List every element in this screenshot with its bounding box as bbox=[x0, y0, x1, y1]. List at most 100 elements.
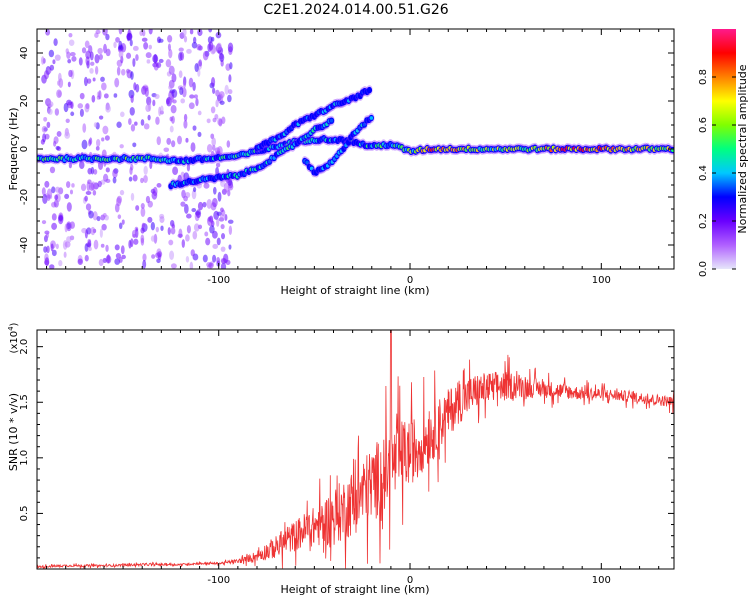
noise-blob bbox=[211, 137, 216, 147]
noise-blob bbox=[128, 118, 132, 126]
noise-blob bbox=[221, 258, 228, 264]
snr-frame bbox=[36, 329, 675, 570]
noise-blob bbox=[116, 195, 123, 204]
noise-blob bbox=[69, 189, 73, 195]
noise-blob bbox=[227, 89, 233, 95]
y-tick-label: 1.5 bbox=[19, 394, 30, 410]
noise-blob bbox=[210, 106, 216, 114]
noise-blob bbox=[77, 258, 83, 265]
noise-blob bbox=[101, 137, 105, 142]
noise-blob bbox=[179, 51, 185, 61]
noise-blob bbox=[87, 238, 92, 244]
noise-blob bbox=[221, 116, 226, 125]
y-tick-label: 40 bbox=[19, 47, 30, 60]
noise-blob bbox=[129, 39, 133, 47]
noise-blob bbox=[215, 31, 222, 39]
y-tick-label: 20 bbox=[19, 95, 30, 108]
noise-blob bbox=[97, 180, 102, 188]
colorbar-tick-label: 0.8 bbox=[698, 69, 709, 85]
noise-blob bbox=[98, 115, 104, 120]
noise-blob bbox=[158, 106, 162, 117]
noise-blob bbox=[94, 53, 100, 64]
noise-blob bbox=[143, 174, 148, 183]
noise-blob bbox=[196, 182, 202, 189]
noise-blob bbox=[49, 166, 56, 174]
noise-blob bbox=[64, 131, 71, 139]
noise-blob bbox=[183, 195, 188, 202]
noise-blob bbox=[105, 33, 110, 41]
noise-blob bbox=[78, 57, 83, 66]
noise-blob bbox=[102, 212, 107, 218]
noise-blob bbox=[65, 181, 71, 188]
noise-blob bbox=[202, 254, 208, 263]
noise-blob bbox=[229, 62, 233, 70]
noise-blob bbox=[47, 108, 53, 115]
noise-blob bbox=[46, 245, 50, 254]
noise-blob bbox=[166, 137, 172, 145]
noise-blob bbox=[135, 54, 139, 61]
noise-blob bbox=[142, 253, 147, 262]
snr-background bbox=[37, 330, 674, 569]
noise-blob bbox=[128, 176, 133, 182]
noise-blob bbox=[207, 216, 213, 227]
noise-blob bbox=[64, 241, 71, 248]
noise-blob bbox=[83, 76, 88, 87]
noise-blob bbox=[101, 149, 107, 159]
noise-blob bbox=[210, 150, 215, 157]
noise-blob bbox=[220, 246, 226, 252]
noise-blob bbox=[66, 99, 72, 106]
noise-blob bbox=[95, 146, 100, 151]
noise-blob bbox=[180, 98, 186, 104]
noise-blob bbox=[141, 37, 148, 42]
noise-blob bbox=[185, 255, 190, 263]
noise-blob bbox=[152, 99, 156, 107]
noise-blob bbox=[115, 253, 122, 259]
noise-blob bbox=[149, 161, 153, 170]
noise-blob bbox=[89, 137, 93, 145]
noise-blob bbox=[64, 223, 68, 233]
noise-blob bbox=[221, 232, 226, 240]
page-title: C2E1.2024.014.00.51.G26 bbox=[263, 2, 449, 18]
noise-blob bbox=[50, 243, 54, 252]
noise-blob bbox=[142, 29, 146, 37]
noise-blob bbox=[167, 227, 171, 235]
x-tick-label: 0 bbox=[407, 575, 413, 586]
noise-blob bbox=[51, 186, 56, 194]
noise-blob bbox=[170, 96, 175, 103]
noise-blob bbox=[41, 187, 46, 196]
colorbar-gradient bbox=[712, 29, 736, 269]
noise-blob bbox=[196, 43, 202, 51]
noise-blob bbox=[53, 38, 58, 47]
noise-blob bbox=[42, 194, 48, 205]
noise-blob bbox=[186, 48, 192, 54]
noise-blob bbox=[178, 70, 183, 79]
noise-blob bbox=[148, 101, 152, 112]
spectrogram-marks bbox=[37, 29, 674, 269]
noise-blob bbox=[51, 249, 57, 257]
noise-blob bbox=[84, 195, 88, 202]
noise-blob bbox=[192, 36, 197, 44]
noise-blob bbox=[81, 47, 87, 54]
noise-blob bbox=[121, 68, 126, 76]
snr-y-axis: 0.5 1.0 1.5 2.0 bbox=[19, 339, 674, 559]
noise-blob bbox=[134, 121, 138, 126]
noise-blob bbox=[96, 215, 101, 222]
noise-blob bbox=[53, 140, 57, 147]
noise-blob bbox=[220, 207, 224, 213]
noise-blob bbox=[88, 210, 94, 219]
noise-blob bbox=[48, 49, 55, 58]
noise-blob bbox=[105, 104, 111, 113]
noise-blob bbox=[169, 116, 173, 122]
noise-blob bbox=[132, 142, 137, 148]
noise-blob bbox=[102, 125, 109, 135]
noise-blob bbox=[133, 82, 137, 91]
noise-blob bbox=[106, 254, 111, 264]
noise-blob bbox=[84, 243, 89, 252]
noise-blob bbox=[130, 124, 136, 132]
noise-blob bbox=[102, 257, 107, 264]
noise-blob bbox=[47, 101, 54, 108]
noise-blob bbox=[140, 202, 145, 209]
noise-blob bbox=[220, 262, 227, 269]
noise-blob bbox=[178, 47, 184, 52]
noise-blob bbox=[189, 29, 194, 35]
